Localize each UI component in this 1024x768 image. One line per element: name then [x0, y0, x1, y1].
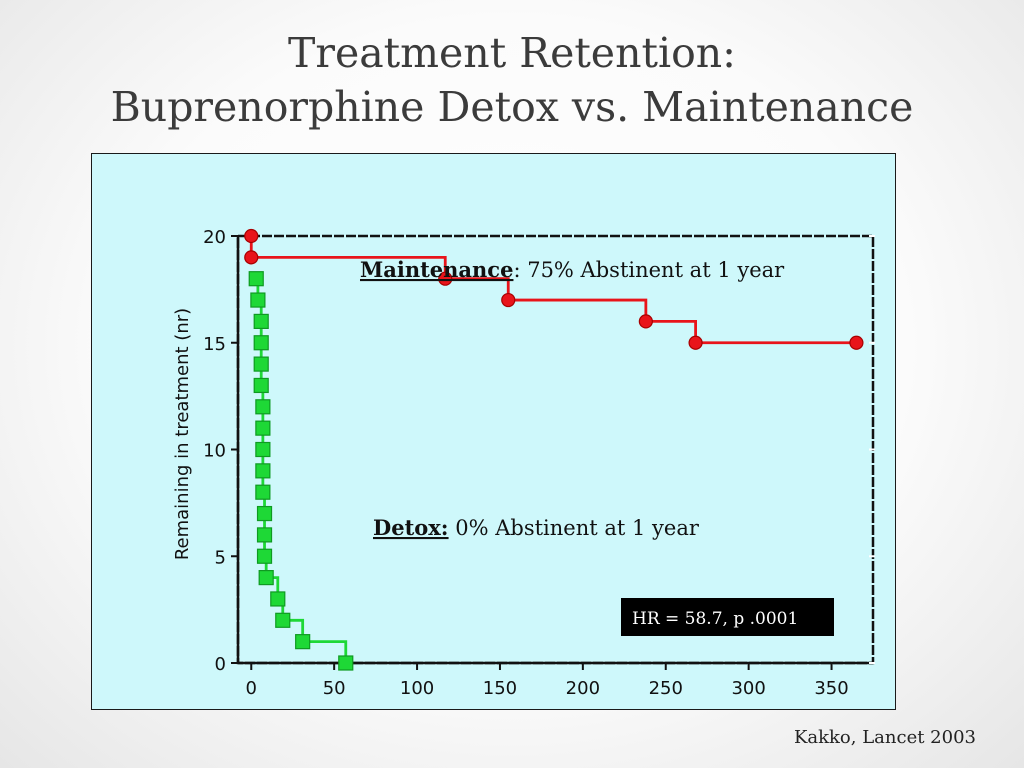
- slide-title-line1: Treatment Retention:: [288, 29, 736, 77]
- hazard-ratio-box: HR = 58.7, p .0001: [621, 598, 834, 636]
- detox-data-point: [253, 377, 269, 394]
- hazard-ratio-text: HR = 58.7, p .0001: [632, 609, 798, 629]
- detox-data-point: [295, 634, 311, 650]
- maintenance-data-point: [438, 271, 453, 286]
- detox-data-point: [270, 591, 286, 607]
- detox-data-point: [256, 548, 273, 564]
- x-tick-label: 350: [814, 678, 848, 699]
- detox-data-point: [256, 527, 273, 543]
- y-axis-label: Remaining in treatment (nr): [172, 308, 193, 560]
- detox-data-point: [255, 484, 271, 500]
- detox-data-point: [253, 356, 269, 372]
- detox-data-point: [255, 399, 271, 415]
- y-tick-label: 10: [203, 441, 226, 462]
- x-tick-label: 100: [400, 678, 434, 699]
- maintenance-text: : 75% Abstinent at 1 year: [513, 258, 785, 282]
- y-tick-label: 15: [203, 334, 226, 355]
- detox-data-point: [256, 505, 273, 522]
- detox-data-point: [253, 313, 269, 329]
- detox-label: Detox:: [373, 515, 449, 540]
- detox-annotation: Detox: 0% Abstinent at 1 year: [373, 515, 700, 540]
- maintenance-data-point: [638, 314, 653, 329]
- detox-data-point: [255, 463, 271, 479]
- x-tick-label: 0: [246, 678, 257, 699]
- marker-layer: [244, 228, 864, 671]
- slide-title-line2: Buprenorphine Detox vs. Maintenance: [110, 83, 914, 131]
- x-tick-label: 50: [323, 678, 346, 699]
- y-tick-label: 5: [215, 547, 226, 568]
- citation: Kakko, Lancet 2003: [793, 727, 976, 748]
- maintenance-data-point: [501, 292, 516, 308]
- slide-title: Treatment Retention: Buprenorphine Detox…: [0, 26, 1024, 134]
- x-tick-label: 150: [483, 678, 517, 699]
- x-tick-label: 250: [649, 678, 683, 699]
- detox-data-point: [275, 612, 291, 628]
- detox-data-point: [255, 441, 271, 458]
- maintenance-label: Maintenance: [360, 257, 513, 282]
- maintenance-data-point: [244, 250, 259, 265]
- maintenance-series-line: [249, 236, 857, 345]
- detox-data-point: [338, 655, 354, 671]
- maintenance-data-point: [849, 335, 864, 350]
- maintenance-data-point: [688, 335, 703, 350]
- detox-data-point: [250, 292, 266, 308]
- detox-data-point: [258, 570, 274, 586]
- maintenance-data-point: [244, 228, 259, 244]
- y-tick-label: 20: [203, 227, 226, 248]
- detox-text: 0% Abstinent at 1 year: [449, 516, 700, 540]
- detox-data-point: [253, 335, 269, 351]
- detox-data-point: [248, 271, 264, 287]
- maintenance-annotation: Maintenance: 75% Abstinent at 1 year: [360, 257, 785, 282]
- detox-data-point: [255, 420, 271, 436]
- y-tick-label: 0: [215, 654, 226, 675]
- x-tick-label: 300: [731, 678, 765, 699]
- x-tick-label: 200: [566, 678, 600, 699]
